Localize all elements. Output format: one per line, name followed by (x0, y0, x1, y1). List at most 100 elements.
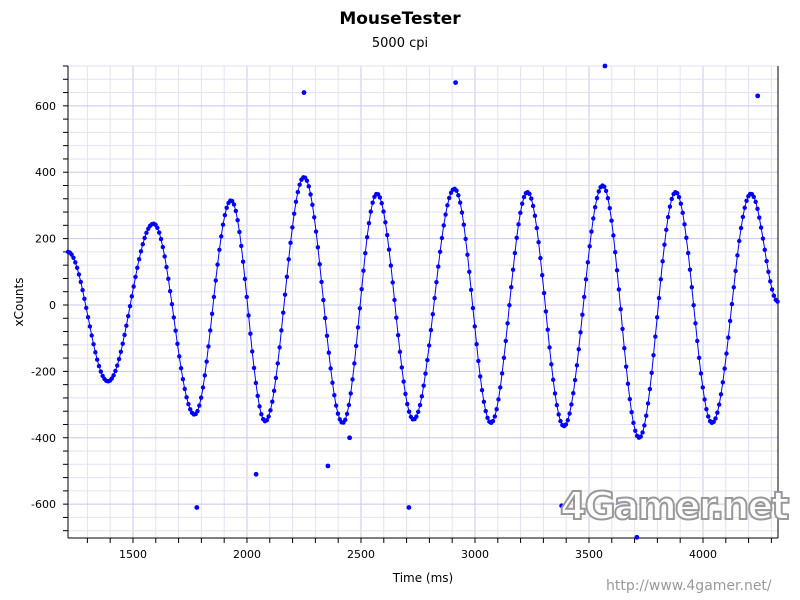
data-point (622, 346, 627, 351)
data-point (680, 210, 685, 216)
data-point (94, 357, 100, 362)
data-point (738, 225, 744, 231)
data-point (219, 234, 224, 239)
data-point (379, 201, 384, 206)
data-point (766, 269, 771, 274)
data-point (470, 305, 476, 311)
data-point (313, 229, 319, 234)
data-point (359, 287, 364, 292)
data-point (352, 361, 357, 366)
data-point (330, 380, 335, 385)
data-point (293, 199, 299, 205)
data-point (755, 206, 760, 212)
data-point (651, 352, 656, 358)
data-point (69, 252, 74, 257)
data-point (445, 203, 450, 208)
data-point (662, 242, 667, 247)
data-point (689, 284, 695, 290)
data-point (229, 198, 235, 204)
data-point (432, 295, 437, 301)
data-point (164, 264, 169, 270)
data-point (682, 222, 687, 227)
data-point (569, 402, 574, 407)
data-point (629, 409, 634, 415)
data-point (397, 349, 403, 355)
data-point (547, 345, 552, 350)
data-point (388, 263, 394, 268)
data-point (518, 210, 523, 216)
data-point (253, 380, 259, 386)
data-point (496, 397, 501, 402)
data-point (160, 244, 166, 250)
data-point (206, 344, 211, 349)
data-point (344, 411, 350, 417)
data-point (437, 249, 443, 254)
data-point (133, 274, 138, 280)
data-point (363, 250, 368, 256)
data-point (715, 410, 720, 415)
watermark-logo: 4Gamer.net (559, 483, 790, 529)
data-point (642, 423, 647, 428)
data-point (350, 377, 355, 382)
data-point (454, 188, 459, 193)
data-point (73, 260, 78, 265)
data-point (596, 189, 601, 194)
data-point (403, 391, 408, 397)
data-point (775, 299, 780, 304)
chart-subtitle: 5000 cpi (371, 36, 429, 51)
data-point (343, 417, 348, 422)
x-tick-label: 4000 (689, 548, 717, 561)
data-point (693, 321, 698, 326)
data-point (385, 232, 390, 238)
data-point (202, 373, 208, 378)
data-point (613, 249, 618, 255)
data-point (406, 409, 412, 414)
data-point (319, 279, 324, 285)
data-point (180, 376, 186, 382)
data-point (649, 370, 654, 376)
data-point (563, 422, 569, 427)
data-point (509, 284, 514, 290)
data-point (333, 403, 339, 408)
data-point (428, 327, 434, 333)
data-point (751, 194, 757, 200)
data-point (306, 184, 311, 189)
data-point (109, 376, 114, 381)
data-point (288, 240, 293, 245)
data-point (704, 407, 709, 412)
data-point (279, 328, 284, 333)
x-tick-label: 2500 (347, 548, 375, 561)
data-point (355, 325, 361, 330)
data-point (532, 213, 538, 219)
y-tick-label: -200 (31, 365, 56, 378)
outlier-point (634, 534, 640, 540)
x-tick-label: 1500 (119, 548, 147, 561)
data-point (507, 303, 512, 308)
data-point (273, 375, 279, 381)
data-point (162, 254, 167, 259)
data-point (98, 369, 104, 374)
data-point (310, 202, 315, 208)
data-point (346, 402, 352, 408)
data-point (620, 326, 625, 332)
x-tick-label: 3500 (575, 548, 603, 561)
data-point (364, 234, 370, 240)
data-point (282, 292, 288, 297)
data-point (764, 258, 769, 264)
data-point (224, 205, 229, 210)
data-point (394, 315, 399, 320)
data-point (198, 395, 204, 400)
data-point (753, 199, 758, 205)
data-point (724, 351, 729, 356)
data-point (271, 388, 277, 394)
data-point (237, 229, 242, 235)
data-point (158, 236, 164, 242)
data-point (209, 311, 215, 316)
y-tick-label: 0 (49, 299, 56, 312)
data-point (324, 333, 330, 338)
data-point (549, 362, 554, 367)
data-point (242, 276, 248, 282)
data-point (76, 272, 82, 277)
data-point (277, 345, 282, 350)
data-point (233, 208, 239, 214)
